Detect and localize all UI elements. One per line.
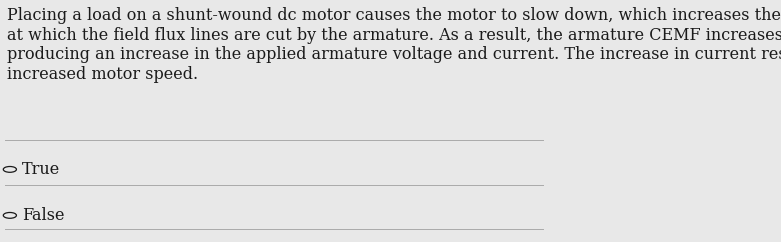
Text: Placing a load on a shunt-wound dc motor causes the motor to slow down, which in: Placing a load on a shunt-wound dc motor… xyxy=(6,7,781,83)
Text: False: False xyxy=(22,207,65,224)
Text: True: True xyxy=(22,161,60,178)
